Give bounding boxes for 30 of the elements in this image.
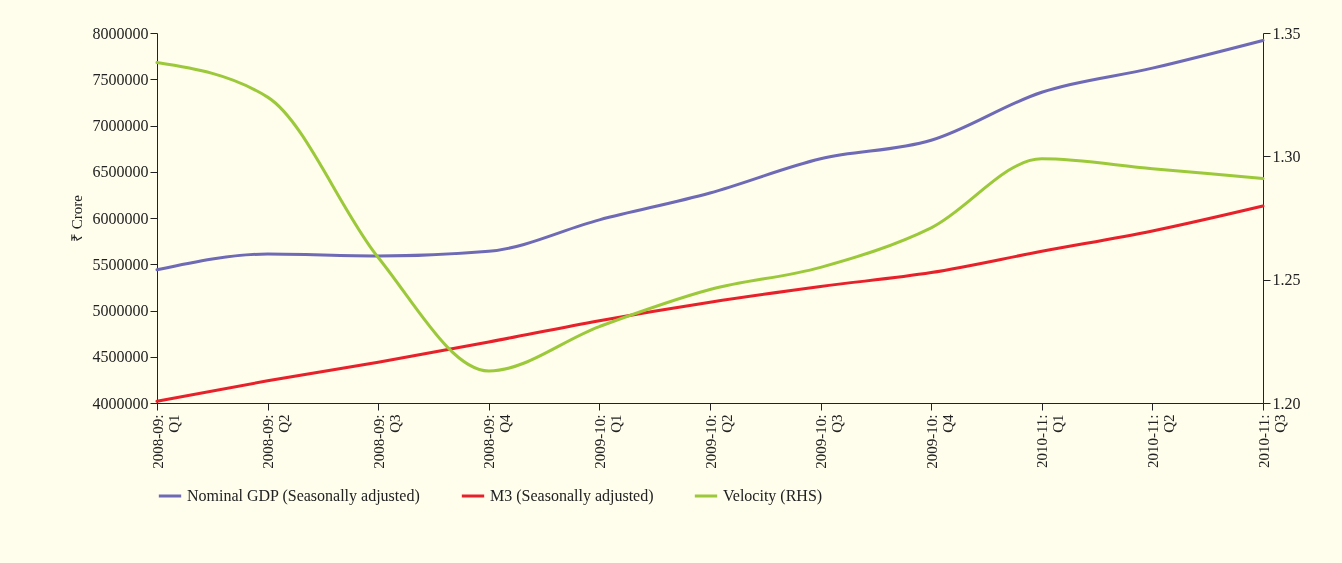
y-tick-label: 4000000 — [92, 394, 149, 412]
x-tick-label: 2008-09: Q1 — [149, 414, 182, 469]
x-tick-label: 2010-11: Q1 — [1034, 414, 1067, 469]
y-tick-label: 7000000 — [92, 117, 149, 134]
x-tick-label: 2008-09: Q2 — [260, 414, 293, 469]
y2-tick-label: 1.25 — [1272, 271, 1301, 289]
x-tick-label: 2009-10: Q3 — [813, 414, 846, 469]
x-tick-label: 2008-09: Q4 — [481, 414, 514, 469]
x-tick-label: 2009-10: Q4 — [923, 414, 956, 469]
y-tick-label: 5500000 — [92, 255, 149, 273]
line-series — [155, 38, 1265, 272]
y-axis-title: ₹ Crore — [68, 194, 85, 242]
x-tick-label: 2010-11: Q3 — [1255, 414, 1288, 469]
legend-label: Nominal GDP (Seasonally adjusted) — [187, 487, 420, 505]
y-tick-label: 6000000 — [92, 209, 149, 227]
y2-tick-label: 1.35 — [1272, 24, 1301, 42]
legend-label: M3 (Seasonally adjusted) — [490, 487, 654, 505]
y2-tick-label: 1.30 — [1272, 147, 1301, 165]
y-tick-label: 8000000 — [92, 24, 149, 42]
x-tick-label: 2009-10: Q1 — [591, 414, 624, 469]
line-series — [155, 61, 1265, 373]
x-tick-label: 2009-10: Q2 — [702, 414, 735, 469]
y-tick-label: 6500000 — [92, 163, 149, 181]
y-tick-label: 4500000 — [92, 348, 149, 366]
y-tick-label: 5000000 — [92, 302, 149, 319]
y2-tick-label: 1.20 — [1272, 394, 1301, 412]
y-tick-label: 7500000 — [92, 70, 149, 88]
x-tick-label: 2008-09: Q3 — [370, 414, 403, 469]
x-tick-label: 2010-11: Q2 — [1144, 414, 1177, 469]
legend-label: Velocity (RHS) — [723, 487, 823, 505]
